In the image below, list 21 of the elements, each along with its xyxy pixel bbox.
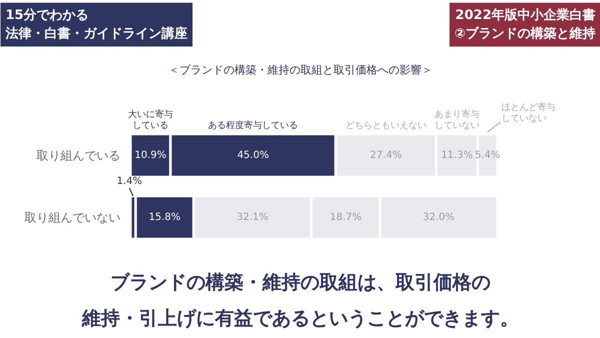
text: 2022年版中小企業白書②ブランドの構築と維持 [454, 8, 596, 42]
data-label: 32.0% [422, 212, 455, 223]
data-label: 11.3% [441, 150, 473, 161]
data-label: 1.4% [116, 176, 142, 187]
series-label: ある程度寄与している [208, 120, 298, 131]
series-label: どちらともいえない [345, 121, 426, 131]
series-label: 大いに寄与している [128, 109, 173, 131]
text: 15分でわかる法律・白書・ガイドライン講座 [4, 8, 188, 42]
chart-title: ＜ブランドの構築・維持の取組と取引価格への影響＞ [168, 64, 432, 76]
data-label: 45.0% [237, 150, 269, 161]
data-label: 32.1% [236, 212, 268, 223]
series-label: ほとんど寄与していない [502, 102, 556, 124]
series-label: あまり寄与していない [434, 109, 480, 131]
data-label: 18.7% [330, 212, 362, 223]
data-label: 5.4% [474, 150, 500, 161]
text: ブランドの構築・維持の取組は、取引価格の維持・引上げに有益であるということができます。 [81, 272, 519, 330]
y-tick-label: 取り組んでいない [24, 210, 120, 224]
data-label: 27.4% [370, 150, 402, 161]
data-label: 15.8% [148, 212, 181, 223]
y-tick-label: 取り組んでいる [36, 148, 120, 162]
data-label: 10.9% [134, 150, 166, 161]
